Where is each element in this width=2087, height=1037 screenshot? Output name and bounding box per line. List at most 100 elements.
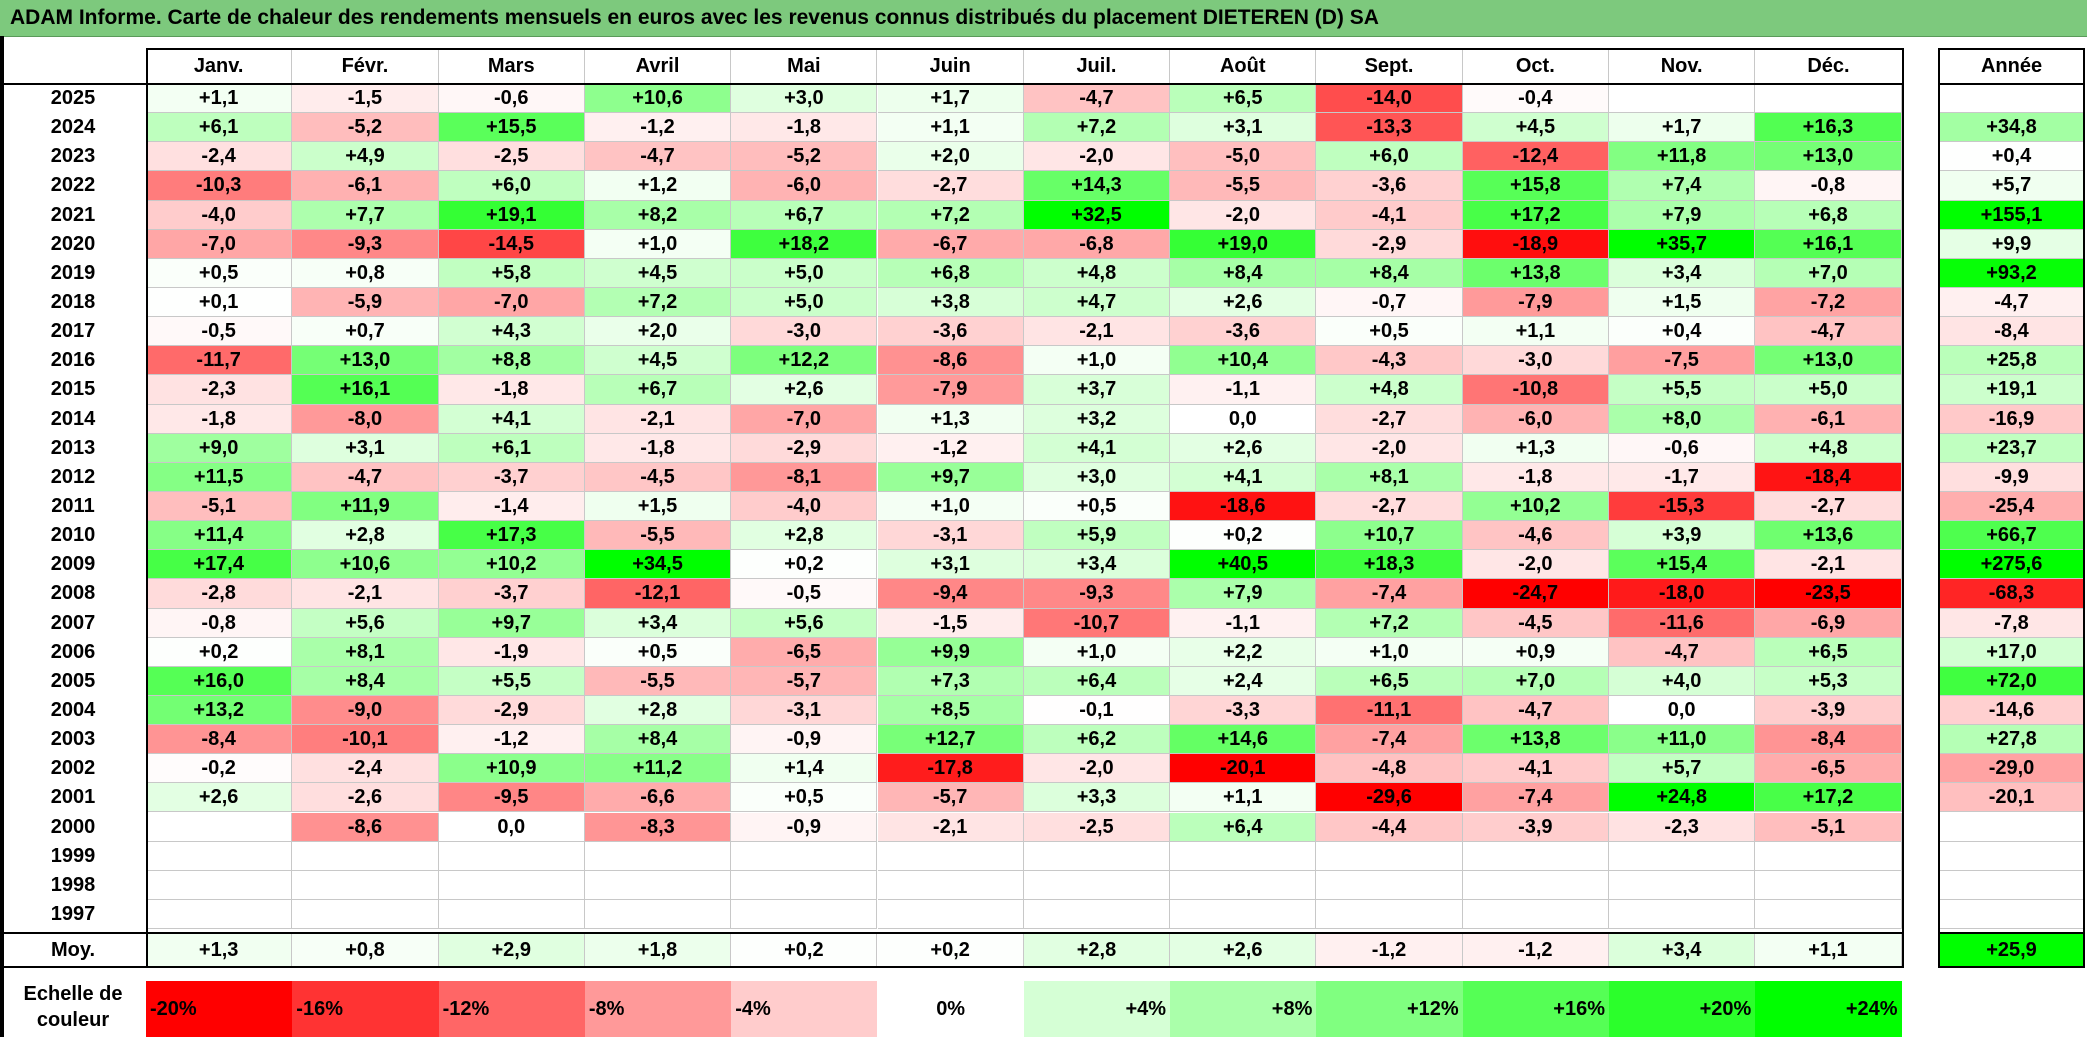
color-scale-step: +12% [1316,981,1463,1037]
heatmap-cell: -3,1 [731,695,878,726]
heatmap-cell: +0,9 [1462,637,1609,667]
year-label: 2008 [50,582,96,605]
heatmap-cell [1316,870,1463,900]
year-label: 2025 [50,87,96,109]
heatmap-cell: -1,7 [1609,462,1756,492]
heatmap-cell: +4,3 [438,317,585,347]
month-header: Févr. [292,49,439,83]
heatmap-cell: -12,4 [1462,142,1609,172]
color-scale-step: +16% [1462,981,1609,1037]
heatmap-cell: -2,0 [1023,754,1171,784]
heatmap-cell: +11,9 [292,491,439,522]
heatmap-cell: +5,3 [1755,666,1902,696]
heatmap-cell [292,870,439,900]
annual-cell: +34,8 [1939,113,2084,143]
heatmap-cell: +2,8 [292,521,439,551]
heatmap-cell: +16,3 [1755,113,1902,143]
heatmap-cell: -9,0 [292,695,439,726]
heatmap-cell: -8,3 [584,812,732,842]
heatmap-cell [146,870,293,900]
heatmap-cell: +11,8 [1609,142,1756,172]
heatmap-cell: -2,4 [146,142,293,172]
heatmap-cell: +10,2 [438,550,585,580]
heatmap-cell: +2,8 [584,695,732,726]
heatmap-cell: +4,5 [1462,113,1609,143]
heatmap-cell: +1,5 [1609,287,1756,318]
heatmap-cell: -1,2 [438,725,585,755]
year-label: 2010 [50,524,96,547]
heatmap-cell: -4,0 [731,491,878,522]
heatmap-cell: +6,4 [1023,666,1171,696]
heatmap-cell: -5,2 [731,142,878,172]
heatmap-cell: +0,2 [1170,521,1317,551]
heatmap-cell: +8,5 [877,695,1024,726]
heatmap-cell: +4,1 [1170,462,1317,492]
heatmap-cell: -4,7 [584,142,732,172]
year-label: 2004 [50,698,96,721]
heatmap-cell: +1,0 [1023,637,1171,667]
average-label: Moy. [50,939,96,961]
heatmap-cell: +6,2 [1023,725,1171,755]
month-header: Nov. [1609,49,1756,83]
heatmap-cell: +6,8 [877,258,1024,288]
heatmap-cell: +17,2 [1755,783,1902,813]
heatmap-cell: +14,3 [1023,171,1171,201]
heatmap-cell: -6,5 [1755,754,1902,784]
heatmap-cell: +17,4 [146,550,293,580]
heatmap-cell: -10,3 [146,171,293,201]
heatmap-cell: +4,9 [292,142,439,172]
heatmap-cell: -3,6 [1170,317,1317,347]
heatmap-cell: +8,1 [292,637,439,667]
heatmap-cell: +7,9 [1170,579,1317,609]
heatmap-cell: +13,8 [1462,725,1609,755]
heatmap-cell: +11,2 [584,754,732,784]
annual-cell: +23,7 [1939,433,2084,463]
heatmap-cell: -7,4 [1316,579,1463,609]
heatmap-cell: -18,0 [1609,579,1756,609]
heatmap-cell: -7,5 [1609,346,1756,376]
heatmap-cell: -1,8 [1462,462,1609,492]
heatmap-cell: -2,8 [146,579,293,609]
heatmap-cell: +8,4 [584,725,732,755]
heatmap-cell: -12,1 [584,579,732,609]
heatmap-cell: -2,1 [877,812,1024,842]
average-cell: +0,2 [731,934,878,966]
average-cell: +2,8 [1023,934,1171,966]
heatmap-cell: +34,5 [584,550,732,580]
heatmap-cell: +2,6 [146,783,293,813]
heatmap-cell: -8,6 [292,812,439,842]
average-cell: +2,6 [1170,934,1317,966]
heatmap-cell: +10,4 [1170,346,1317,376]
heatmap-cell: +0,5 [146,258,293,288]
heatmap-cell: +0,2 [731,550,878,580]
heatmap-cell: +11,4 [146,521,293,551]
annual-cell: +17,0 [1939,637,2084,667]
heatmap-cell [146,899,293,930]
heatmap-cell: -13,3 [1316,113,1463,143]
heatmap-cell: +4,1 [1023,433,1171,463]
heatmap-cell: +5,6 [292,608,439,638]
annual-cell: -7,8 [1939,608,2084,638]
heatmap-cell: -4,5 [584,462,732,492]
year-label: 2012 [50,465,96,488]
heatmap-cell: -2,0 [1462,550,1609,580]
heatmap-cell: -15,3 [1609,491,1756,522]
heatmap-cell: -5,1 [146,491,293,522]
heatmap-cell: -2,7 [1316,491,1463,522]
heatmap-cell: -4,1 [1462,754,1609,784]
heatmap-cell: -5,7 [877,783,1024,813]
heatmap-cell: +8,8 [438,346,585,376]
heatmap-cell: -20,1 [1170,754,1317,784]
year-label: 2017 [50,320,96,343]
heatmap-cell: -0,5 [731,579,878,609]
heatmap-cell [1023,841,1171,871]
annual-cell: +19,1 [1939,375,2084,405]
heatmap-cell: +13,2 [146,695,293,726]
color-scale-step: -4% [731,981,878,1037]
heatmap-cell [438,841,585,871]
heatmap-cell: +3,9 [1609,521,1756,551]
year-label: 2011 [51,494,95,517]
heatmap-cell: +0,5 [731,783,878,813]
heatmap-cell: -0,6 [1609,433,1756,463]
heatmap-cell [1170,899,1317,930]
